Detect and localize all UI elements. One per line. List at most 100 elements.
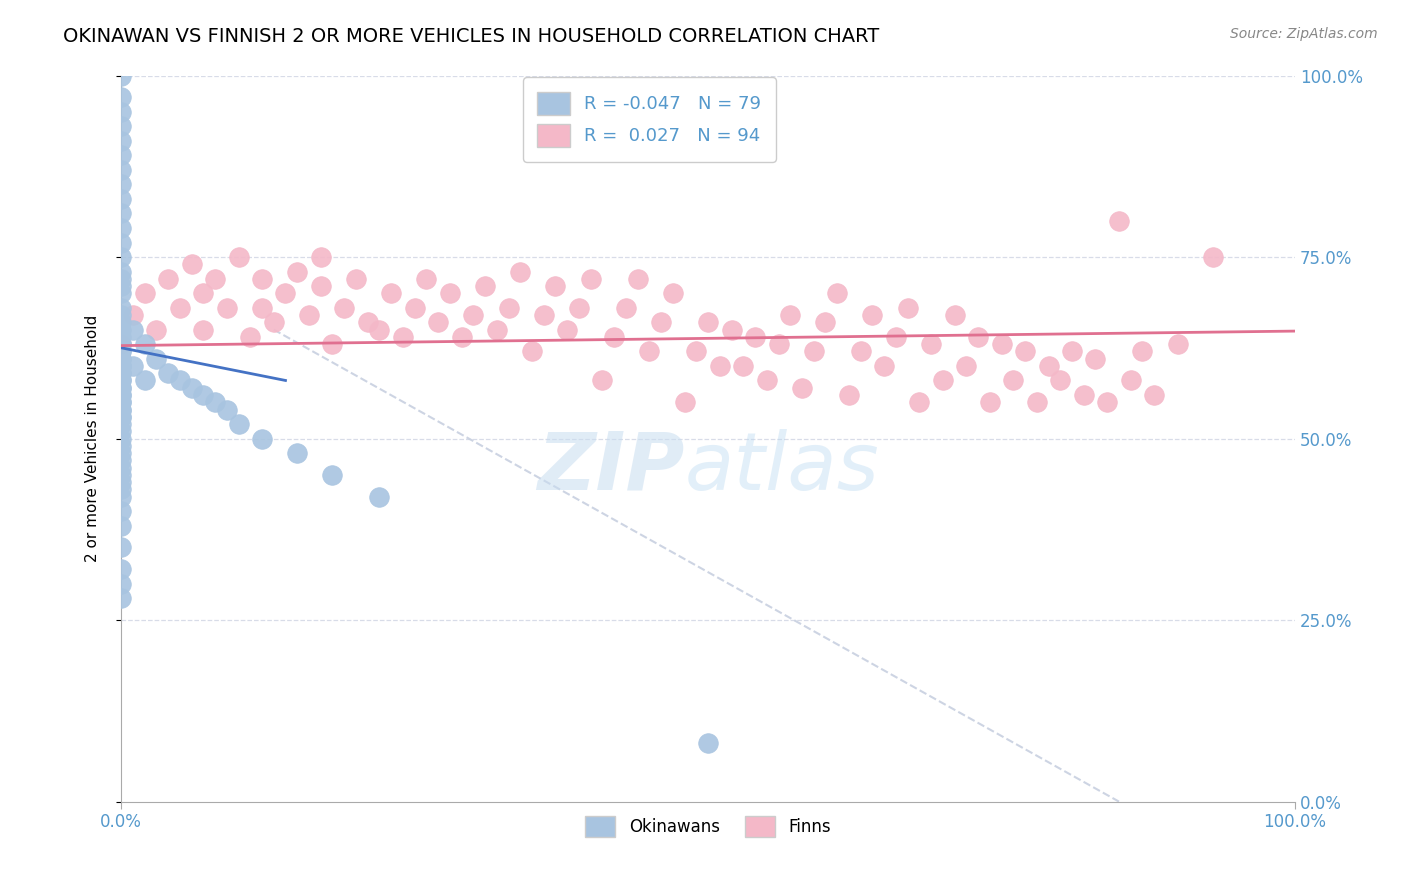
Point <box>380 286 402 301</box>
Point <box>169 374 191 388</box>
Point <box>768 337 790 351</box>
Point <box>193 286 215 301</box>
Point <box>110 221 132 235</box>
Point <box>285 446 308 460</box>
Point <box>110 409 132 424</box>
Point <box>1073 388 1095 402</box>
Point <box>110 453 132 467</box>
Point <box>122 308 145 322</box>
Point <box>309 279 332 293</box>
Point <box>1038 359 1060 373</box>
Text: OKINAWAN VS FINNISH 2 OR MORE VEHICLES IN HOUSEHOLD CORRELATION CHART: OKINAWAN VS FINNISH 2 OR MORE VEHICLES I… <box>63 27 880 45</box>
Point <box>1108 213 1130 227</box>
Point <box>110 344 132 359</box>
Point <box>1167 337 1189 351</box>
Point <box>110 504 132 518</box>
Point <box>110 90 132 104</box>
Point <box>1143 388 1166 402</box>
Point <box>110 409 132 424</box>
Point <box>110 460 132 475</box>
Point <box>1060 344 1083 359</box>
Point <box>415 272 437 286</box>
Point <box>990 337 1012 351</box>
Point <box>849 344 872 359</box>
Point <box>591 374 613 388</box>
Point <box>825 286 848 301</box>
Point <box>110 323 132 337</box>
Point <box>298 308 321 322</box>
Point <box>110 162 132 177</box>
Point <box>110 351 132 366</box>
Point <box>285 264 308 278</box>
Point <box>697 737 720 751</box>
Point <box>110 388 132 402</box>
Point <box>228 250 250 264</box>
Point <box>321 467 343 482</box>
Y-axis label: 2 or more Vehicles in Household: 2 or more Vehicles in Household <box>86 315 100 562</box>
Point <box>1119 374 1142 388</box>
Point <box>697 315 720 329</box>
Point <box>134 286 156 301</box>
Point <box>110 178 132 192</box>
Text: atlas: atlas <box>685 428 879 507</box>
Point <box>110 104 132 119</box>
Point <box>110 395 132 409</box>
Point <box>180 257 202 271</box>
Point <box>228 417 250 431</box>
Point <box>579 272 602 286</box>
Point <box>638 344 661 359</box>
Point <box>110 337 132 351</box>
Point <box>110 351 132 366</box>
Point <box>463 308 485 322</box>
Point <box>509 264 531 278</box>
Point <box>110 250 132 264</box>
Point <box>215 402 238 417</box>
Point <box>110 381 132 395</box>
Point <box>110 366 132 380</box>
Point <box>250 301 273 315</box>
Point <box>239 330 262 344</box>
Point <box>650 315 672 329</box>
Point <box>110 374 132 388</box>
Point <box>110 490 132 504</box>
Point <box>568 301 591 315</box>
Point <box>110 541 132 555</box>
Point <box>627 272 650 286</box>
Point <box>110 402 132 417</box>
Point <box>474 279 496 293</box>
Point <box>169 301 191 315</box>
Point <box>790 381 813 395</box>
Point <box>498 301 520 315</box>
Point <box>955 359 977 373</box>
Point <box>873 359 896 373</box>
Point <box>180 381 202 395</box>
Point <box>321 337 343 351</box>
Point <box>309 250 332 264</box>
Point <box>943 308 966 322</box>
Point <box>404 301 426 315</box>
Point <box>838 388 860 402</box>
Point <box>733 359 755 373</box>
Point <box>1084 351 1107 366</box>
Point <box>884 330 907 344</box>
Point <box>685 344 707 359</box>
Point <box>110 359 132 373</box>
Point <box>860 308 883 322</box>
Point <box>274 286 297 301</box>
Point <box>110 446 132 460</box>
Point <box>673 395 696 409</box>
Point <box>110 366 132 380</box>
Point <box>110 69 132 83</box>
Point <box>533 308 555 322</box>
Point <box>110 235 132 250</box>
Point <box>333 301 356 315</box>
Point <box>110 148 132 162</box>
Point <box>110 576 132 591</box>
Point <box>110 272 132 286</box>
Point <box>263 315 285 329</box>
Point <box>110 308 132 322</box>
Point <box>1002 374 1025 388</box>
Point <box>157 366 180 380</box>
Point <box>344 272 367 286</box>
Point <box>110 381 132 395</box>
